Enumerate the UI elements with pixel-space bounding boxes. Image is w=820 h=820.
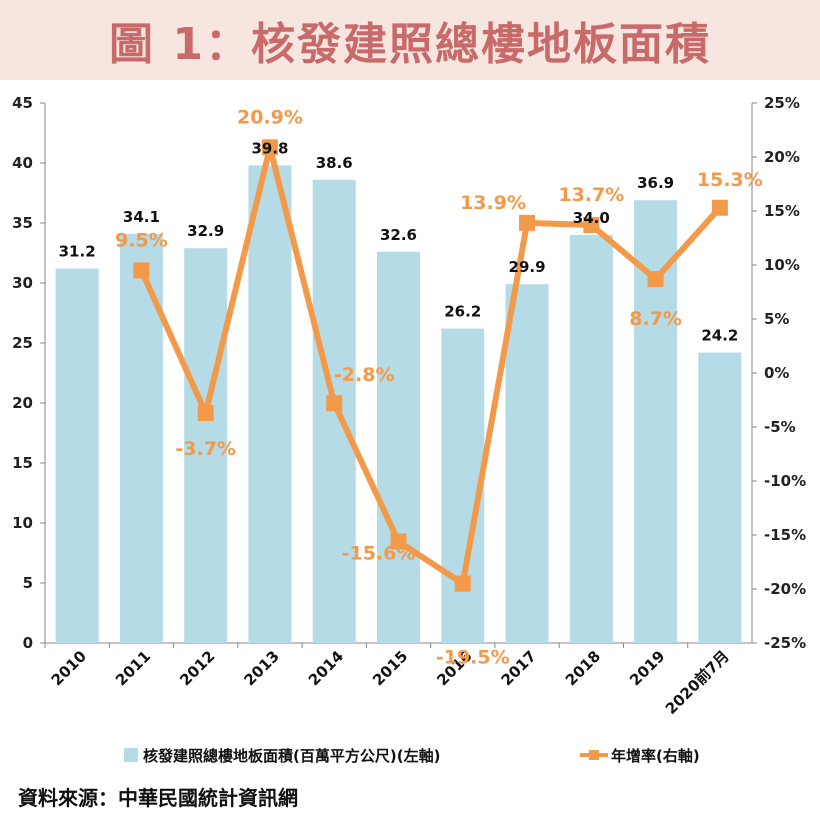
left-tick-label: 0 <box>23 634 33 652</box>
bar <box>505 284 549 643</box>
left-tick-label: 10 <box>12 514 33 532</box>
right-tick-label: 15% <box>764 202 800 220</box>
x-tick-label: 2011 <box>112 647 154 689</box>
growth-rate-marker <box>390 533 407 550</box>
legend-line-marker <box>589 750 599 760</box>
growth-rate-marker <box>519 214 536 231</box>
bar <box>248 165 292 643</box>
bar <box>377 251 420 644</box>
right-tick-label: 20% <box>764 148 800 166</box>
bar <box>119 233 163 644</box>
growth-rate-marker <box>326 395 343 412</box>
right-tick-label: 25% <box>764 94 800 112</box>
growth-rate-label: -19.5% <box>436 647 510 669</box>
growth-rate-marker <box>197 404 214 421</box>
right-tick-label: -5% <box>764 418 796 436</box>
bar-value-label: 32.6 <box>380 226 417 244</box>
x-tick-label: 2014 <box>305 647 347 689</box>
bar-value-label: 38.6 <box>316 154 353 172</box>
x-tick-label: 2013 <box>241 647 283 689</box>
bar-value-label: 31.2 <box>59 243 96 261</box>
chart-title: 圖 1：核發建照總樓地板面積 <box>109 19 711 70</box>
bar <box>569 235 613 643</box>
x-tick-label: 2010 <box>48 647 90 689</box>
growth-rate-label: -2.8% <box>334 364 395 386</box>
left-tick-label: 25 <box>12 334 33 352</box>
x-tick-label: 2018 <box>562 647 604 689</box>
growth-rate-label: 8.7% <box>629 308 682 330</box>
right-tick-label: -20% <box>764 580 806 598</box>
bar <box>312 179 356 644</box>
right-tick-label: 10% <box>764 256 800 274</box>
bar-value-label: 24.2 <box>701 327 738 345</box>
legend-bar-label: 核發建照總樓地板面積(百萬平方公尺)(左軸) <box>143 747 440 765</box>
right-tick-label: 5% <box>764 310 789 328</box>
bar <box>55 268 99 643</box>
source-note: 資料來源：中華民國統計資訊網 <box>18 786 298 810</box>
left-tick-label: 5 <box>23 574 33 592</box>
growth-rate-line <box>138 144 723 587</box>
growth-rate-label: -15.6% <box>342 542 416 564</box>
bar-value-label: 36.9 <box>637 174 674 192</box>
bar-value-label: 29.9 <box>509 258 546 276</box>
bar <box>698 352 742 643</box>
left-tick-label: 45 <box>12 94 33 112</box>
right-tick-label: -25% <box>764 634 806 652</box>
growth-rate-marker <box>454 575 471 592</box>
growth-rate-label: 9.5% <box>115 229 168 251</box>
x-tick-label: 2012 <box>176 647 218 689</box>
left-tick-label: 20 <box>12 394 33 412</box>
growth-rate-marker <box>261 139 278 156</box>
right-tick-label: -10% <box>764 472 806 490</box>
growth-rate-marker <box>647 271 664 288</box>
growth-rate-label: 20.9% <box>237 106 303 128</box>
growth-rate-label: 13.7% <box>558 184 624 206</box>
growth-rate-marker <box>133 262 150 279</box>
combo-chart: 0 5 10 15 20 25 30 35 40 45 -25% -20% -15% -10% -5% 0% 5… <box>12 94 806 765</box>
growth-rate-marker <box>711 199 728 216</box>
bar-value-label: 26.2 <box>444 303 481 321</box>
growth-rate-label: 13.9% <box>460 192 526 214</box>
bar-value-label: 32.9 <box>187 222 224 240</box>
bar-value-label: 34.1 <box>123 208 160 226</box>
legend-bar-swatch <box>124 748 138 762</box>
title-banner: 圖 1：核發建照總樓地板面積 <box>0 0 820 80</box>
bar <box>184 248 228 643</box>
left-tick-label: 40 <box>12 154 33 172</box>
left-tick-label: 30 <box>12 274 33 292</box>
growth-rate-label: 15.3% <box>697 169 763 191</box>
x-tick-label: 2019 <box>626 647 668 689</box>
right-tick-label: -15% <box>764 526 806 544</box>
bar-value-label: 34.0 <box>573 209 610 227</box>
right-tick-label: 0% <box>764 364 789 382</box>
bar-value-label: 39.8 <box>251 139 288 157</box>
growth-rate-marker <box>583 217 600 234</box>
legend-line-label: 年增率(右軸) <box>611 747 700 765</box>
x-tick-label: 2015 <box>369 647 411 689</box>
left-tick-label: 15 <box>12 454 33 472</box>
x-tick-label: 2020前7月 <box>662 647 733 718</box>
growth-rate-label: -3.7% <box>175 438 236 460</box>
left-tick-label: 35 <box>12 214 33 232</box>
